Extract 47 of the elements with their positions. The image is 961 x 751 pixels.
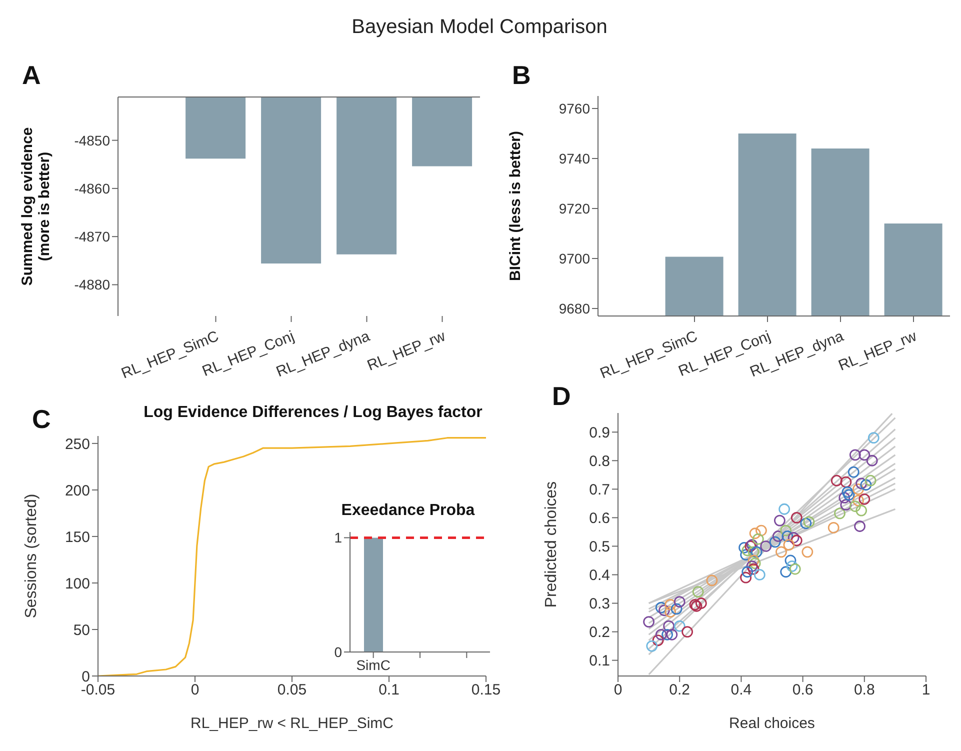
y-tick-label: 0.4: [589, 567, 610, 584]
y-tick-label: 0.1: [589, 652, 610, 670]
y-tick-label: 9740: [558, 150, 590, 166]
chart-title: Log Evidence Differences / Log Bayes factor: [142, 404, 484, 422]
y-tick-label: -4860: [74, 180, 110, 196]
y-tick-label: 50: [73, 622, 90, 639]
y-tick-label: 0.2: [589, 624, 610, 642]
x-tick-label: 0: [190, 682, 200, 699]
x-tick-label: 0.05: [277, 682, 307, 699]
x-tick-label: 0.4: [730, 682, 752, 699]
y-tick-label: -4850: [74, 132, 110, 148]
y-tick-label: 0.7: [589, 481, 610, 498]
x-tick-label: SimC: [356, 656, 390, 673]
y-tick-label: 200: [64, 482, 90, 500]
text: C: [32, 404, 51, 435]
chart-title: Bayesian Model Comparison: [350, 16, 608, 39]
y-axis-title: Summed log evidence (more is better): [19, 127, 53, 286]
x-tick-label: 0.1: [378, 682, 400, 699]
y-tick-label: 100: [64, 575, 90, 592]
x-tick-label: 0.2: [669, 682, 690, 699]
x-tick-label: 1: [922, 682, 930, 699]
y-tick-label: 250: [64, 436, 90, 453]
x-tick-label: 0: [614, 682, 622, 699]
chart-title: Exeedance Proba: [340, 502, 476, 520]
y-tick-label: -4880: [74, 276, 110, 293]
text: A: [22, 60, 41, 91]
y-tick-label: 9720: [558, 200, 590, 216]
y-tick-label: 9760: [558, 100, 590, 116]
y-tick-label: 0.6: [589, 510, 610, 528]
y-tick-label: 150: [64, 528, 90, 546]
y-tick-label: 9700: [558, 250, 590, 266]
y-tick-label: 0.8: [589, 452, 610, 470]
y-tick-label: 0.9: [589, 424, 610, 442]
y-tick-label: 0.3: [589, 596, 610, 613]
x-tick-label: 0.15: [471, 682, 501, 699]
y-axis-title: BICint (less is better): [507, 130, 524, 282]
x-tick-label: 0.8: [854, 682, 875, 699]
y-tick-label: 0.5: [589, 538, 610, 556]
y-axis-title: Sessions (sorted): [23, 494, 40, 618]
y-tick-label: 9680: [558, 300, 590, 316]
y-axis-title: Predicted choices: [543, 481, 560, 608]
y-tick-label: -4870: [74, 228, 110, 245]
text: B: [512, 60, 531, 91]
text: D: [552, 381, 571, 412]
x-axis-title: Real choices: [729, 715, 815, 732]
x-axis-title: RL_HEP_rw < RL_HEP_SimC: [190, 715, 394, 732]
x-tick-label: 0.6: [792, 682, 814, 699]
